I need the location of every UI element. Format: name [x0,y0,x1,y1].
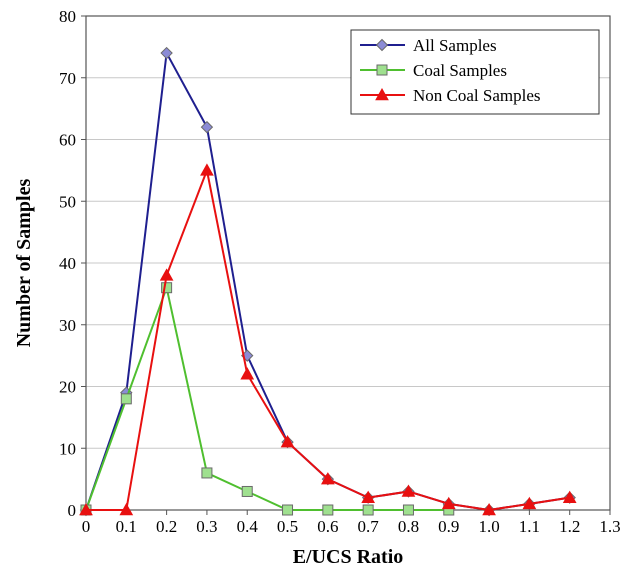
x-tick-label: 0.1 [116,517,137,536]
x-axis-title: E/UCS Ratio [293,546,404,568]
data-point-square [241,485,253,497]
data-point-triangle [375,87,389,101]
data-point-diamond [200,120,214,134]
data-point-triangle [361,490,376,503]
y-tick-label: 40 [59,254,76,273]
data-point-triangle [280,435,295,448]
legend-label: Non Coal Samples [413,86,541,105]
series-line [85,52,570,511]
gridlines [86,77,610,449]
y-tick-label: 80 [59,7,76,26]
x-tick-label: 0.3 [196,517,217,536]
x-tick-label: 0.4 [237,517,259,536]
data-point-triangle [119,502,134,516]
y-tick-label: 70 [59,69,76,88]
data-point-triangle [562,490,577,503]
series-all-samples [79,46,576,517]
series-line [86,169,570,511]
data-point-triangle [200,163,214,176]
data-point-triangle [79,502,93,516]
x-tick-label: 0.2 [156,517,177,536]
x-tick-label: 1.2 [559,517,580,536]
data-point-diamond [375,38,389,52]
y-tick-label: 10 [59,439,76,458]
legend-label: Coal Samples [413,61,507,80]
data-point-square [161,282,173,294]
data-point-triangle [240,367,255,380]
legend: All Samples Coal Samples Non Coal Samples [350,29,600,115]
y-tick-label: 30 [59,316,76,335]
data-point-square [322,504,334,516]
x-tick-label: 1.1 [519,517,540,536]
series-group [79,46,577,517]
x-tick-label: 1.0 [478,517,499,536]
data-point-triangle [401,484,416,497]
legend-label: All Samples [413,36,497,55]
y-tick-label: 20 [59,378,76,397]
data-point-triangle [522,496,537,510]
y-tick-label: 0 [68,501,77,520]
series-non-coal-samples [79,163,577,516]
y-axis: 0 10 20 30 40 50 60 70 80 [59,7,86,520]
data-point-triangle [482,502,496,516]
x-tick-label: 0.7 [358,517,380,536]
data-point-triangle [159,268,174,281]
x-tick-label: 0.5 [277,517,298,536]
data-point-square [402,504,414,516]
x-axis: 0 0.1 0.2 0.3 0.4 0.5 0.6 0.7 0.8 0.9 1.0 1.1 1.2 1.3 [82,510,621,536]
x-tick-label: 1.3 [599,517,620,536]
x-tick-label: 0.6 [317,517,338,536]
data-point-square [120,393,132,405]
y-axis-title: Number of Samples [13,179,35,348]
data-point-square [282,504,294,516]
data-point-square [376,64,388,76]
y-tick-label: 50 [59,192,76,211]
data-point-diamond [160,46,173,60]
y-tick-label: 60 [59,131,76,150]
x-tick-label: 0.8 [398,517,419,536]
data-point-triangle [441,496,456,510]
data-point-square [362,504,374,516]
data-point-triangle [320,472,335,485]
data-point-square [201,467,213,479]
x-tick-label: 0 [82,517,91,536]
series-line [85,286,449,511]
x-tick-label: 0.9 [438,517,459,536]
